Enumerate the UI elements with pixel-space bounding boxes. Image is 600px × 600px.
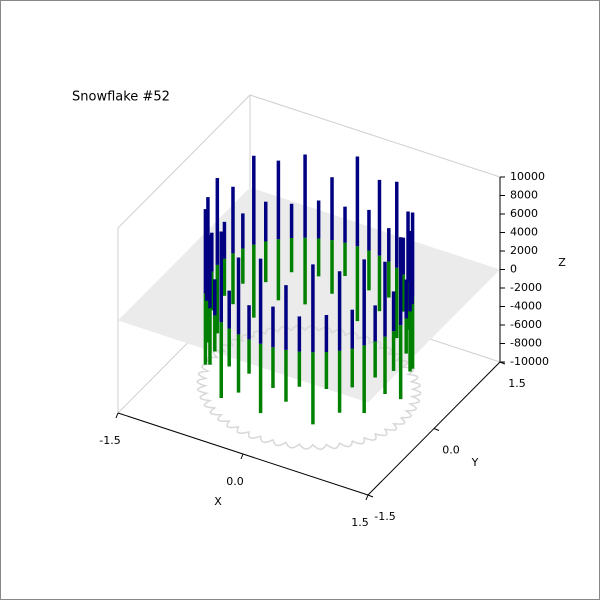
y-tick	[433, 428, 440, 431]
x-axis-label: X	[214, 495, 222, 508]
z-tick-label: 6000	[510, 207, 538, 220]
x-tick	[240, 453, 244, 460]
z-tick-label: -10000	[510, 355, 549, 368]
z-tick-label: 8000	[510, 189, 538, 202]
floor-shadow	[196, 325, 422, 450]
y-tick-label: 0.0	[442, 444, 460, 457]
z-tick-label: 4000	[510, 226, 538, 239]
z-tick-label: -4000	[510, 300, 542, 313]
y-axis-label: Y	[471, 456, 479, 469]
y-tick	[367, 494, 374, 498]
x-tick	[365, 494, 369, 501]
pane-edge	[117, 94, 251, 229]
z-axis-label: Z	[558, 256, 566, 269]
y-tick-label: -1.5	[374, 510, 395, 523]
chart-title: Snowflake #52	[72, 90, 170, 105]
pane-edge	[249, 94, 501, 178]
x-tick-label: -1.5	[99, 434, 120, 447]
x-tick	[115, 412, 119, 419]
z-tick-label: 0	[510, 263, 517, 276]
z-tick-label: -2000	[510, 281, 542, 294]
z-tick-label: 2000	[510, 244, 538, 257]
z-tick-label: -8000	[510, 337, 542, 350]
z-tick-label: -6000	[510, 318, 542, 331]
x-tick-label: 1.5	[351, 516, 369, 529]
y-tick-label: 1.5	[508, 377, 526, 390]
z-tick-label: 10000	[510, 170, 545, 183]
x-tick-label: 0.0	[226, 475, 244, 488]
